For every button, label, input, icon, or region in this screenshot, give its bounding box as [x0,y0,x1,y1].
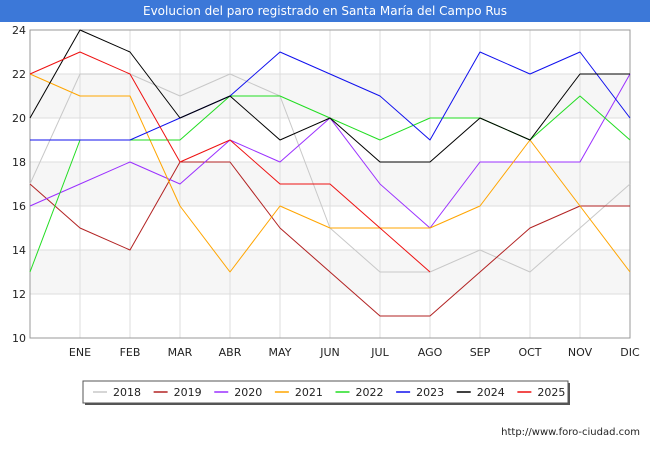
legend-label-2025: 2025 [537,386,565,399]
series-line-2024 [29,29,630,163]
y-tick-label: 10 [12,332,26,345]
legend-label-2022: 2022 [356,386,384,399]
x-tick-label: ABR [219,346,242,359]
legend-label-2018: 2018 [113,386,141,399]
series-line-2023 [30,51,631,141]
series-line-2025 [29,51,431,273]
legend-label-2024: 2024 [477,386,505,399]
legend-label-2019: 2019 [174,386,202,399]
legend-label-2021: 2021 [295,386,323,399]
x-tick-label: MAY [269,346,292,359]
x-tick-label: SEP [470,346,491,359]
legend-box [82,380,569,404]
y-tick-label: 16 [12,200,26,213]
x-tick-label: OCT [518,346,541,359]
source-credit: http://www.foro-ciudad.com [501,427,640,438]
x-tick-label: AGO [418,346,443,359]
y-tick-label: 22 [12,68,26,81]
x-tick-label: JUN [319,346,340,359]
y-tick-label: 20 [12,112,26,125]
y-tick-label: 14 [12,244,26,257]
y-tick-label: 24 [12,24,26,37]
x-tick-label: FEB [120,346,141,359]
y-tick-label: 18 [12,156,26,169]
x-tick-label: MAR [168,346,193,359]
legend-label-2020: 2020 [234,386,262,399]
x-tick-label: NOV [568,346,593,359]
series-line-2019 [29,161,630,317]
x-tick-label: DIC [620,346,640,359]
legend-label-2023: 2023 [416,386,444,399]
y-tick-label: 12 [12,288,26,301]
x-tick-label: JUL [370,346,389,359]
chart-title: Evolucion del paro registrado en Santa M… [0,0,650,22]
x-tick-label: ENE [69,346,91,359]
